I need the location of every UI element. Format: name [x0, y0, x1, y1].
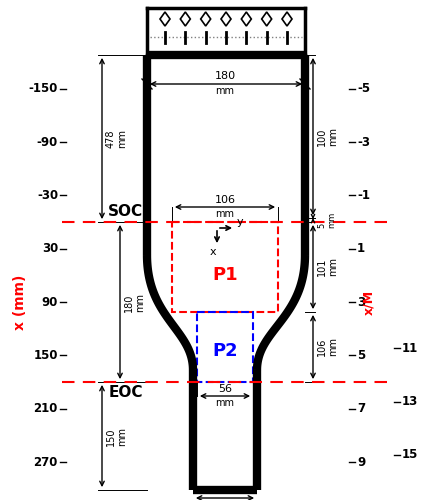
Text: 5: 5	[357, 349, 365, 362]
Text: 3: 3	[357, 296, 365, 308]
Text: x/M: x/M	[363, 290, 375, 314]
Text: 5
mm: 5 mm	[317, 212, 336, 228]
Text: x (mm): x (mm)	[13, 274, 27, 330]
Text: P2: P2	[212, 342, 238, 360]
Text: 72: 72	[218, 486, 232, 496]
Text: -90: -90	[37, 136, 58, 148]
Text: 100
mm: 100 mm	[317, 127, 339, 146]
Text: -1: -1	[357, 189, 370, 202]
Text: 90: 90	[41, 296, 58, 308]
Text: y: y	[237, 217, 243, 227]
Text: 106: 106	[214, 195, 235, 205]
Text: 478
mm: 478 mm	[106, 129, 127, 148]
Text: 56: 56	[218, 384, 232, 394]
Text: EOC: EOC	[108, 385, 143, 400]
Text: -5: -5	[357, 82, 370, 95]
Text: mm: mm	[216, 86, 235, 96]
Text: x: x	[209, 247, 217, 257]
Text: 106
mm: 106 mm	[317, 338, 339, 356]
Text: 7: 7	[357, 402, 365, 415]
Text: 11: 11	[402, 342, 418, 355]
Text: -150: -150	[29, 82, 58, 95]
Bar	[197, 312, 253, 382]
Text: 30: 30	[42, 242, 58, 255]
Text: -3: -3	[357, 136, 370, 148]
Bar	[172, 222, 278, 312]
Text: mm: mm	[216, 209, 235, 219]
Text: 270: 270	[34, 456, 58, 468]
Text: 180: 180	[214, 71, 235, 81]
Text: 15: 15	[402, 448, 419, 462]
Text: 13: 13	[402, 395, 418, 408]
Text: mm: mm	[216, 398, 235, 408]
Text: 180
mm: 180 mm	[124, 292, 146, 312]
Text: 150
mm: 150 mm	[106, 426, 127, 446]
Text: SOC: SOC	[108, 204, 143, 219]
Text: 101
mm: 101 mm	[317, 258, 339, 276]
Text: 1: 1	[357, 242, 365, 255]
Text: 210: 210	[34, 402, 58, 415]
Text: 9: 9	[357, 456, 365, 468]
Text: P1: P1	[212, 266, 238, 284]
Text: -30: -30	[37, 189, 58, 202]
Text: 150: 150	[34, 349, 58, 362]
